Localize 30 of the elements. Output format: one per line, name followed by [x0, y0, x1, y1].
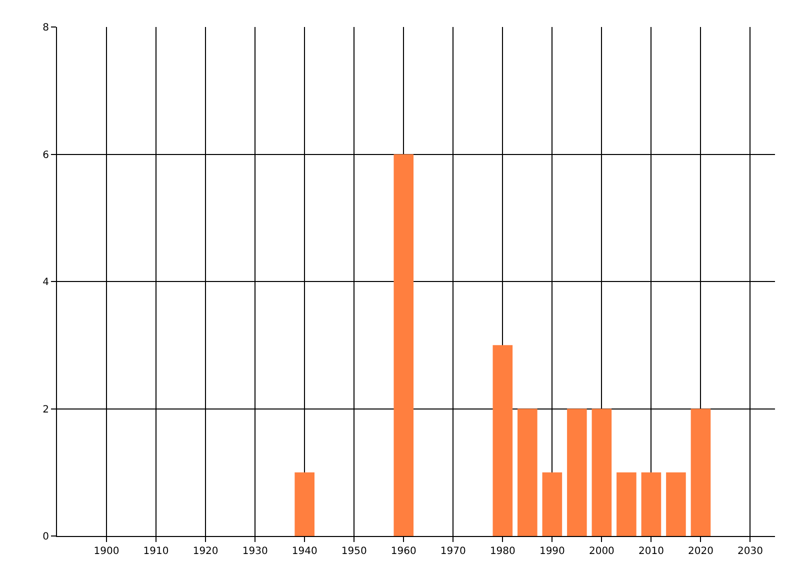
bar [666, 472, 686, 536]
x-tick-label: 1960 [390, 546, 416, 557]
x-tick-label: 1910 [143, 546, 169, 557]
x-tick-label: 1990 [539, 546, 565, 557]
bar [567, 408, 587, 536]
x-tick-label: 1940 [292, 546, 318, 557]
bar [492, 345, 513, 536]
bar [592, 408, 612, 536]
bar [294, 472, 314, 536]
bar [542, 472, 562, 536]
y-tick-label: 0 [42, 532, 49, 542]
y-tick-label: 2 [42, 404, 49, 416]
y-tick-label: 4 [42, 277, 49, 288]
bar [641, 472, 662, 536]
x-tick-label: 2010 [638, 546, 664, 557]
x-tick-label: 1970 [440, 546, 466, 557]
x-tick-label: 1930 [242, 546, 268, 557]
x-tick-label: 1900 [94, 546, 120, 557]
bar [394, 154, 414, 536]
bar [690, 408, 711, 536]
x-tick-label: 2000 [588, 546, 614, 557]
x-tick-label: 1920 [192, 546, 218, 557]
x-tick-label: 2020 [688, 546, 714, 557]
bar [518, 408, 538, 536]
x-tick-label: 2030 [738, 546, 763, 557]
y-tick-label: 8 [42, 22, 49, 34]
x-tick-label: 1950 [341, 546, 367, 557]
x-tick-label: 1980 [490, 546, 516, 557]
bar [616, 472, 636, 536]
y-tick-label: 6 [42, 150, 49, 161]
